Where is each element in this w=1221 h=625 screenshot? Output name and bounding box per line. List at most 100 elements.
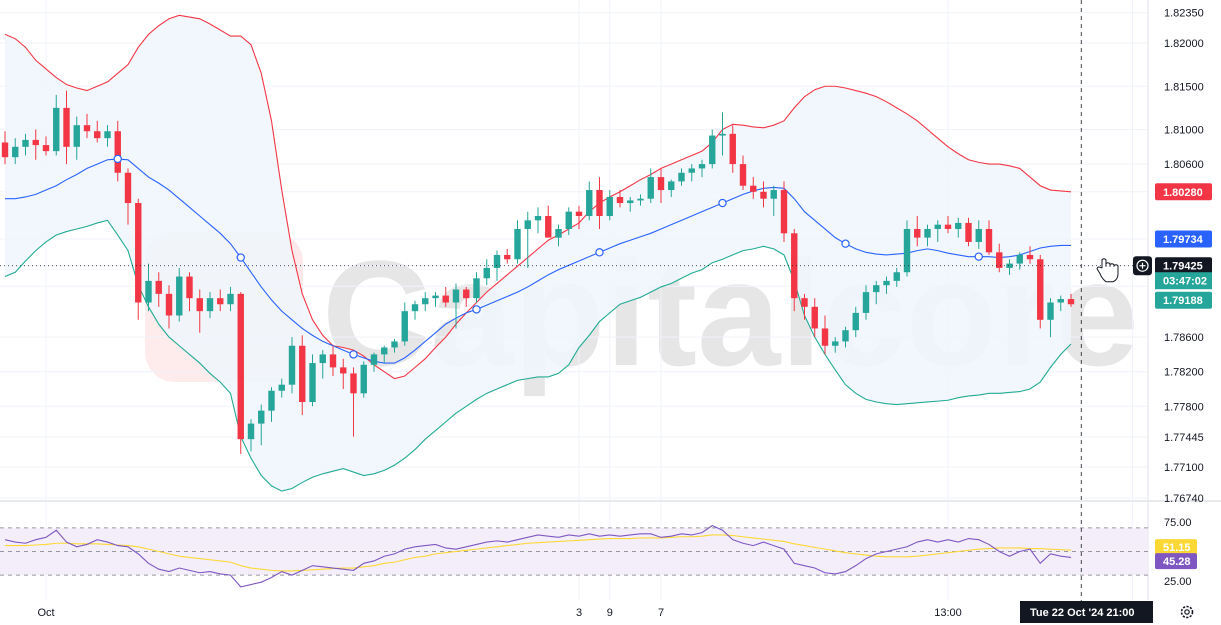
candle-body bbox=[114, 131, 121, 173]
candle-body bbox=[965, 222, 972, 242]
candle-body bbox=[360, 364, 367, 394]
candle-body bbox=[729, 133, 736, 165]
candle-body bbox=[493, 254, 501, 268]
bollinger-bands bbox=[4, 14, 1072, 492]
candle-body bbox=[135, 203, 142, 303]
lower-band-badge-bg bbox=[1155, 291, 1212, 309]
candle-body bbox=[391, 341, 398, 348]
candle-body bbox=[678, 172, 685, 182]
candle-body bbox=[514, 228, 521, 260]
candle-body bbox=[606, 196, 613, 217]
countdown-badge: 03:47:02 bbox=[1163, 276, 1207, 288]
last-price-badge-bg bbox=[1155, 257, 1212, 275]
candle-body bbox=[914, 228, 921, 238]
candle-body bbox=[852, 312, 859, 331]
price-axis: 1.82350 1.82000 1.81500 1.81000 1.80600 1.786… bbox=[1155, 8, 1212, 588]
candle-body bbox=[750, 185, 757, 192]
candle-body bbox=[780, 190, 788, 234]
plus-circle-icon[interactable] bbox=[1133, 256, 1152, 276]
candle-body bbox=[288, 345, 296, 385]
candle-body bbox=[821, 328, 829, 346]
plus-circle-ring bbox=[1136, 259, 1149, 272]
rsi-ma-line bbox=[5, 534, 1072, 572]
candle-body bbox=[739, 164, 747, 186]
rsi-band-fill bbox=[0, 527, 1148, 576]
candle-body bbox=[381, 347, 388, 355]
candle-body bbox=[452, 289, 460, 303]
candle-body bbox=[350, 373, 357, 394]
candle-body bbox=[944, 224, 952, 229]
price-tick-label: 1.82350 bbox=[1164, 8, 1204, 20]
candle-body bbox=[975, 228, 982, 242]
candle-body bbox=[309, 363, 316, 402]
candle-body bbox=[1016, 254, 1023, 264]
candle-body bbox=[247, 423, 255, 440]
candle-body bbox=[196, 298, 203, 312]
time-tick-label: 9 bbox=[607, 607, 613, 619]
candle-body bbox=[401, 311, 408, 342]
candle-body bbox=[657, 177, 665, 191]
candle-body bbox=[53, 107, 60, 152]
candle-body bbox=[411, 304, 419, 312]
price-tick-label: 1.81000 bbox=[1164, 125, 1204, 137]
candle-body bbox=[422, 298, 429, 305]
rsi-value-badge-bg bbox=[1155, 553, 1197, 570]
price-tick-label: 1.82000 bbox=[1164, 38, 1204, 50]
bollinger-lower-line bbox=[4, 219, 1072, 492]
candle-body bbox=[719, 133, 726, 136]
pivot-marker bbox=[595, 248, 604, 257]
candle-body bbox=[760, 191, 767, 199]
candle-body bbox=[924, 228, 931, 238]
candle-body bbox=[668, 181, 675, 191]
candle-body bbox=[524, 220, 531, 229]
candle-body bbox=[63, 107, 70, 147]
candle-body bbox=[534, 216, 542, 221]
candle-body bbox=[42, 145, 50, 152]
candle-body bbox=[698, 164, 706, 169]
crosshair-overlay: Tue 22 Oct '24 21:00 bbox=[0, 0, 1194, 623]
candle-body bbox=[996, 252, 1003, 268]
candle-body bbox=[12, 146, 19, 158]
candle-body bbox=[586, 190, 593, 217]
candle-body bbox=[278, 384, 285, 391]
candle-body bbox=[473, 278, 480, 299]
price-tick-label: 1.77100 bbox=[1164, 462, 1204, 474]
candle-body bbox=[463, 289, 470, 299]
rsi-ma-badge: 51.15 bbox=[1163, 542, 1191, 554]
pivot-marker bbox=[841, 239, 850, 248]
countdown-badge-bg bbox=[1155, 272, 1212, 290]
candle-body bbox=[165, 293, 173, 316]
bollinger-fill bbox=[5, 15, 1071, 492]
crosshair-time-label-bg bbox=[1020, 601, 1153, 623]
candle-body bbox=[811, 306, 818, 329]
candle-body bbox=[637, 198, 644, 201]
candle-body bbox=[555, 228, 562, 238]
price-tick-label: 1.78200 bbox=[1164, 367, 1204, 379]
price-tick-label: 1.80600 bbox=[1164, 159, 1204, 171]
time-tick-label: Oct bbox=[37, 607, 54, 619]
pivot-marker bbox=[349, 350, 358, 359]
price-tick-label: 1.78600 bbox=[1164, 332, 1204, 344]
last-price-badge: 1.79425 bbox=[1163, 261, 1203, 273]
candle-body bbox=[842, 330, 849, 342]
crosshair-time-label: Tue 22 Oct '24 21:00 bbox=[1030, 607, 1135, 619]
candle-body bbox=[83, 125, 91, 132]
candle-body bbox=[483, 267, 490, 279]
candle-body bbox=[791, 233, 798, 299]
pivot-marker bbox=[236, 253, 245, 262]
candle-body bbox=[124, 172, 132, 204]
candle-body bbox=[770, 190, 777, 199]
gear-hub bbox=[1184, 609, 1190, 615]
bollinger-upper-line bbox=[4, 14, 1072, 380]
rsi-tick-label: 25.00 bbox=[1164, 576, 1192, 588]
middle-band-badge: 1.79734 bbox=[1163, 234, 1204, 246]
candle-body bbox=[985, 228, 993, 253]
candle-body bbox=[206, 298, 214, 312]
candle-body bbox=[955, 222, 962, 229]
bollinger-middle-line bbox=[5, 158, 1071, 364]
gear-icon[interactable] bbox=[1180, 605, 1194, 619]
price-tick-label: 1.76740 bbox=[1164, 493, 1204, 505]
candle-body bbox=[627, 200, 634, 204]
